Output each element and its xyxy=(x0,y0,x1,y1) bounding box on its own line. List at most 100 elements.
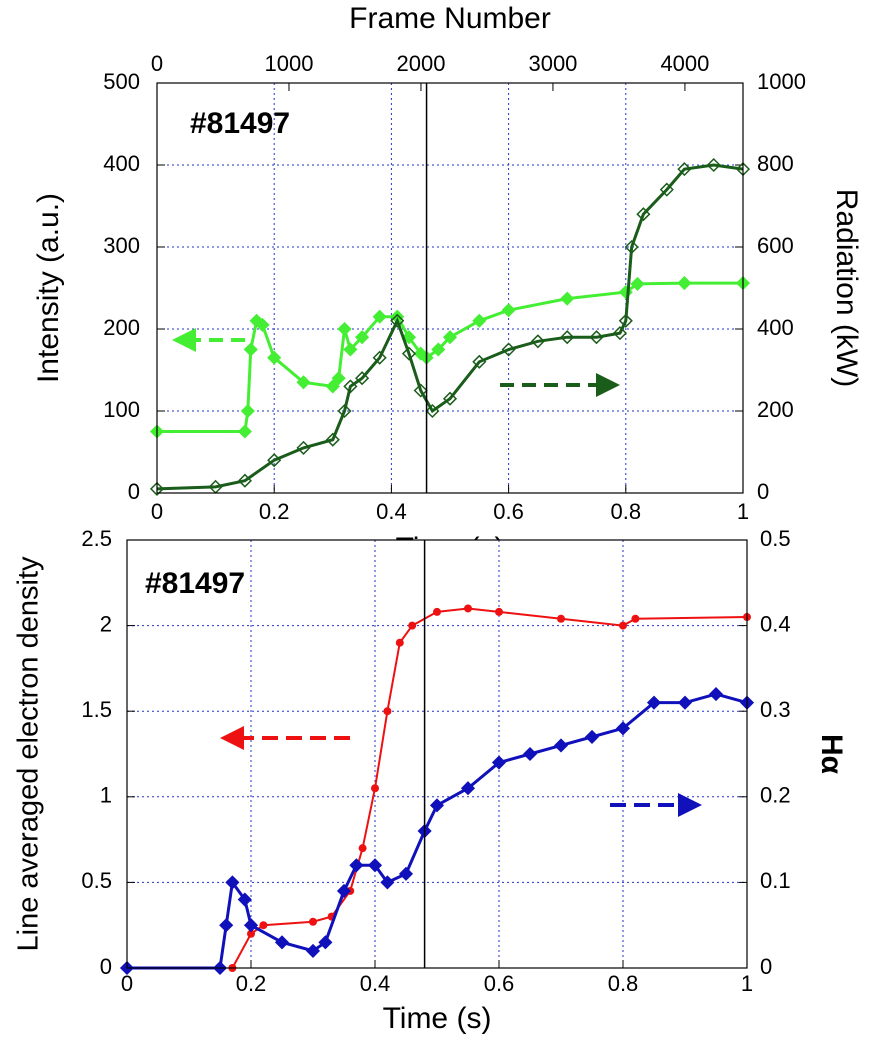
data-point xyxy=(425,403,440,419)
y-axis-label: Line averaged electron density xyxy=(13,556,45,951)
data-point xyxy=(460,781,476,796)
x-tick-label: 0.6 xyxy=(484,971,515,996)
data-point xyxy=(337,321,352,337)
y2-tick-label: 1000 xyxy=(757,69,806,94)
data-point xyxy=(343,342,358,357)
y2-axis-label: Radiation (kW) xyxy=(830,189,863,387)
data-point xyxy=(624,239,639,255)
data-point xyxy=(325,432,340,447)
y2-tick-label: 0.2 xyxy=(760,783,791,808)
y-tick-label: 300 xyxy=(103,233,140,258)
data-point xyxy=(530,334,545,349)
y-tick-label: 0 xyxy=(128,479,140,504)
x-axis-label: Time (s) xyxy=(383,1002,492,1035)
data-point xyxy=(240,403,255,419)
y-tick-label: 0.5 xyxy=(81,868,112,893)
data-point xyxy=(442,391,458,406)
x2-tick-label: 2000 xyxy=(396,51,445,76)
plot-frame xyxy=(156,82,744,494)
series-line xyxy=(231,607,748,969)
y2-tick-label: 400 xyxy=(757,315,794,340)
data-point xyxy=(677,695,693,710)
x-tick-label: 0.4 xyxy=(360,971,391,996)
data-point xyxy=(358,844,367,853)
data-point xyxy=(225,875,240,890)
data-point xyxy=(646,695,662,710)
x-tick-label: 0.8 xyxy=(608,971,639,996)
x2-tick-label: 3000 xyxy=(528,51,577,76)
data-point xyxy=(501,342,516,357)
data-point xyxy=(237,424,252,439)
plots: 0 0.2 0.4 0.6 0.8 101002003004005000200400600… xyxy=(13,2,863,1035)
data-point xyxy=(677,276,692,291)
data-point xyxy=(442,330,458,345)
data-point xyxy=(372,309,387,324)
x-tick-label: 0 xyxy=(121,971,133,996)
data-point xyxy=(336,883,352,899)
series-line xyxy=(156,163,744,491)
data-point xyxy=(618,313,633,328)
plot-background xyxy=(157,83,743,493)
data-point xyxy=(706,157,721,173)
data-point xyxy=(267,453,282,468)
y-tick-label: 1 xyxy=(100,783,112,808)
data-point xyxy=(472,313,487,328)
data-point xyxy=(296,375,311,390)
data-point xyxy=(408,621,417,630)
data-point xyxy=(372,350,387,365)
data-point xyxy=(367,858,383,873)
data-point xyxy=(296,440,311,455)
data-point xyxy=(259,921,268,930)
data-point xyxy=(255,317,270,332)
x-tick-label: 0.2 xyxy=(236,971,267,996)
x-tick-label: 0 xyxy=(151,499,163,524)
x2-tick-label: 4000 xyxy=(660,51,709,76)
data-point xyxy=(337,403,352,419)
data-point xyxy=(491,755,507,770)
x-tick-label: 0.8 xyxy=(611,499,642,524)
data-point xyxy=(219,918,234,933)
data-point xyxy=(619,621,627,630)
data-point xyxy=(557,614,565,623)
plot-background xyxy=(127,540,747,968)
y-tick-label: 2 xyxy=(100,611,112,636)
x2-axis-label: Frame Number xyxy=(349,2,551,35)
data-point xyxy=(247,929,255,938)
y-tick-label: 500 xyxy=(103,69,140,94)
data-point xyxy=(305,943,321,958)
data-point xyxy=(309,917,317,926)
data-point xyxy=(584,729,600,744)
data-point xyxy=(433,607,441,616)
data-point xyxy=(343,379,358,394)
data-point xyxy=(380,875,395,890)
data-point xyxy=(631,614,640,623)
y-tick-label: 2.5 xyxy=(81,526,112,551)
data-point xyxy=(630,276,645,291)
data-point xyxy=(274,935,290,950)
y2-tick-label: 0.3 xyxy=(760,697,791,722)
data-point xyxy=(237,892,252,907)
y2-tick-label: 0.5 xyxy=(760,526,791,551)
y-tick-label: 200 xyxy=(103,315,140,340)
y2-tick-label: 600 xyxy=(757,233,794,258)
y-tick-label: 0 xyxy=(100,954,112,979)
y-tick-label: 100 xyxy=(103,397,140,422)
data-point xyxy=(413,383,428,398)
data-point xyxy=(560,330,575,345)
data-point xyxy=(355,371,370,386)
data-point xyxy=(501,303,516,318)
x-tick-label: 0.4 xyxy=(376,499,407,524)
data-point xyxy=(431,342,446,357)
data-point xyxy=(589,330,604,345)
data-point xyxy=(355,330,370,345)
data-point xyxy=(615,721,631,736)
y-tick-label: 1.5 xyxy=(81,697,112,722)
data-point xyxy=(708,687,724,702)
y2-tick-label: 0.1 xyxy=(760,868,791,893)
y2-tick-label: 0 xyxy=(757,479,769,504)
data-point xyxy=(390,313,405,328)
plot-frame xyxy=(126,539,748,969)
data-point xyxy=(401,346,417,361)
data-point xyxy=(383,707,392,716)
x-tick-label: 1 xyxy=(741,971,753,996)
